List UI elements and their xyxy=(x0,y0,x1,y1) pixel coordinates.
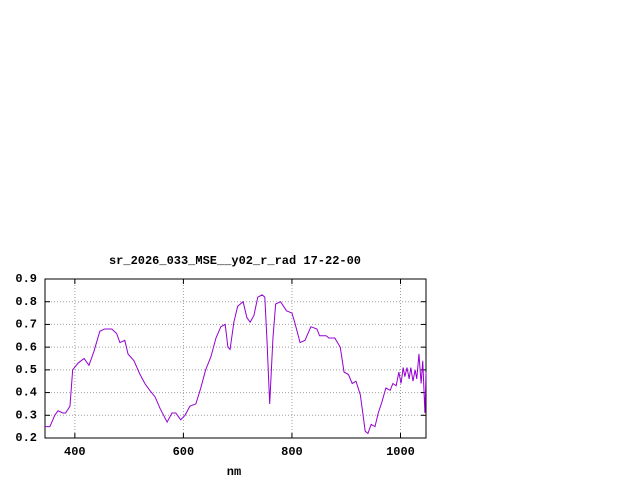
y-tick-label: 0.9 xyxy=(15,272,37,286)
x-tick-label: 400 xyxy=(64,445,86,459)
chart-title: sr_2026_033_MSE__y02_r_rad 17-22-00 xyxy=(109,254,361,268)
x-tick-label: 1000 xyxy=(386,445,415,459)
y-tick-label: 0.3 xyxy=(15,408,37,422)
y-tick-label: 0.8 xyxy=(15,295,37,309)
x-tick-label: 800 xyxy=(281,445,303,459)
y-tick-label: 0.2 xyxy=(15,431,37,445)
plot-frame xyxy=(44,278,427,439)
y-tick-label: 0.5 xyxy=(15,363,37,377)
x-tick-label: 600 xyxy=(173,445,195,459)
x-axis-label: nm xyxy=(227,465,241,479)
y-tick-label: 0.4 xyxy=(15,386,37,400)
data-line xyxy=(45,294,427,435)
y-tick-label: 0.7 xyxy=(15,318,37,332)
y-tick-label: 0.6 xyxy=(15,340,37,354)
